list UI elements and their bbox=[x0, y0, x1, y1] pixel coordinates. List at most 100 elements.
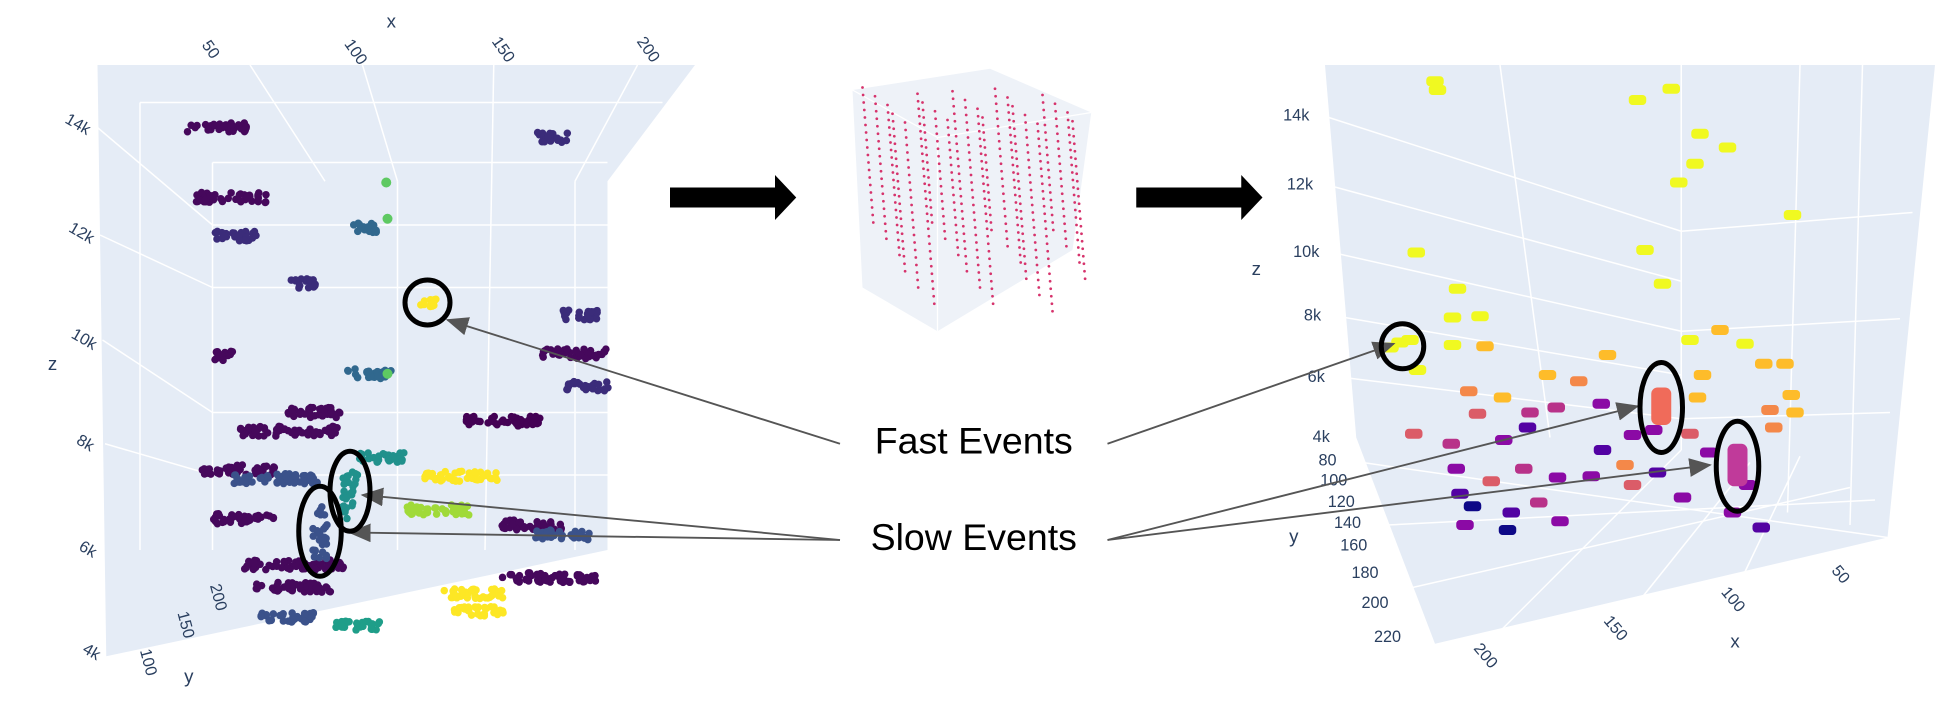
point bbox=[877, 147, 881, 151]
point bbox=[1056, 132, 1059, 136]
point bbox=[952, 104, 956, 108]
point bbox=[1044, 131, 1047, 134]
point bbox=[1003, 214, 1007, 218]
point bbox=[1014, 149, 1018, 153]
point bbox=[373, 458, 382, 466]
point bbox=[587, 307, 596, 316]
point bbox=[457, 585, 466, 594]
point bbox=[308, 613, 316, 621]
point bbox=[306, 471, 315, 479]
point bbox=[962, 232, 966, 236]
point bbox=[946, 118, 949, 122]
point bbox=[1037, 286, 1041, 289]
point bbox=[326, 587, 335, 596]
point bbox=[1755, 358, 1773, 369]
point bbox=[1530, 497, 1548, 508]
point bbox=[290, 615, 299, 624]
point bbox=[1004, 222, 1008, 226]
middle-plot bbox=[852, 68, 1092, 332]
point bbox=[889, 141, 892, 144]
point bbox=[964, 262, 968, 266]
point bbox=[352, 619, 361, 627]
point bbox=[1044, 138, 1048, 142]
point bbox=[318, 412, 327, 420]
arrows bbox=[670, 175, 1263, 220]
point bbox=[893, 142, 897, 146]
point bbox=[980, 159, 984, 163]
point bbox=[924, 138, 927, 142]
point bbox=[375, 618, 384, 626]
point bbox=[1648, 467, 1667, 478]
point bbox=[877, 139, 880, 143]
point bbox=[919, 137, 923, 141]
point bbox=[262, 462, 271, 471]
point bbox=[1024, 269, 1028, 273]
point bbox=[498, 573, 507, 582]
point bbox=[1782, 389, 1800, 400]
point bbox=[890, 163, 894, 167]
tick-label: 100 bbox=[136, 647, 160, 678]
point bbox=[1736, 338, 1754, 349]
point bbox=[988, 206, 992, 209]
point bbox=[1547, 402, 1565, 413]
point bbox=[959, 194, 963, 198]
point bbox=[886, 103, 889, 107]
point bbox=[961, 224, 965, 228]
point bbox=[896, 238, 900, 242]
point bbox=[467, 611, 476, 619]
point bbox=[969, 173, 973, 177]
point bbox=[313, 527, 321, 535]
point bbox=[996, 117, 999, 121]
point bbox=[1039, 167, 1043, 171]
point bbox=[407, 501, 415, 509]
point bbox=[1032, 226, 1036, 229]
point bbox=[892, 178, 895, 182]
point bbox=[1033, 233, 1036, 237]
point bbox=[235, 512, 244, 520]
point bbox=[279, 617, 288, 625]
tick-label: 4k bbox=[1313, 428, 1331, 446]
point bbox=[925, 212, 929, 216]
scene-background bbox=[1325, 65, 1935, 644]
point bbox=[203, 465, 212, 474]
point bbox=[1040, 182, 1044, 186]
point bbox=[1038, 293, 1041, 297]
point bbox=[920, 144, 924, 148]
point bbox=[947, 133, 951, 137]
point bbox=[957, 164, 960, 168]
point bbox=[917, 114, 921, 118]
point bbox=[280, 557, 288, 566]
point bbox=[989, 272, 993, 276]
point bbox=[1080, 232, 1083, 236]
point bbox=[306, 276, 314, 284]
point bbox=[242, 564, 250, 572]
point bbox=[1068, 141, 1072, 144]
point bbox=[876, 124, 879, 128]
point bbox=[927, 183, 931, 187]
point bbox=[430, 301, 438, 310]
cylinder bbox=[1727, 443, 1748, 487]
tick-label: 150 bbox=[488, 33, 518, 66]
point bbox=[1070, 163, 1074, 167]
point bbox=[862, 101, 866, 104]
point bbox=[972, 203, 975, 207]
point bbox=[987, 249, 991, 253]
point bbox=[977, 129, 981, 133]
point bbox=[951, 97, 955, 101]
point bbox=[935, 132, 939, 136]
point bbox=[975, 241, 978, 244]
point bbox=[937, 154, 940, 158]
point bbox=[1551, 516, 1569, 527]
tick-label: 10k bbox=[1293, 243, 1320, 261]
point bbox=[257, 612, 265, 621]
point bbox=[1070, 171, 1074, 174]
point bbox=[592, 314, 601, 323]
point bbox=[910, 203, 913, 207]
point bbox=[912, 226, 915, 229]
point bbox=[1041, 189, 1045, 193]
point bbox=[874, 102, 877, 106]
point bbox=[903, 262, 906, 266]
point bbox=[1002, 199, 1006, 203]
point bbox=[1042, 116, 1046, 119]
point bbox=[878, 154, 882, 158]
